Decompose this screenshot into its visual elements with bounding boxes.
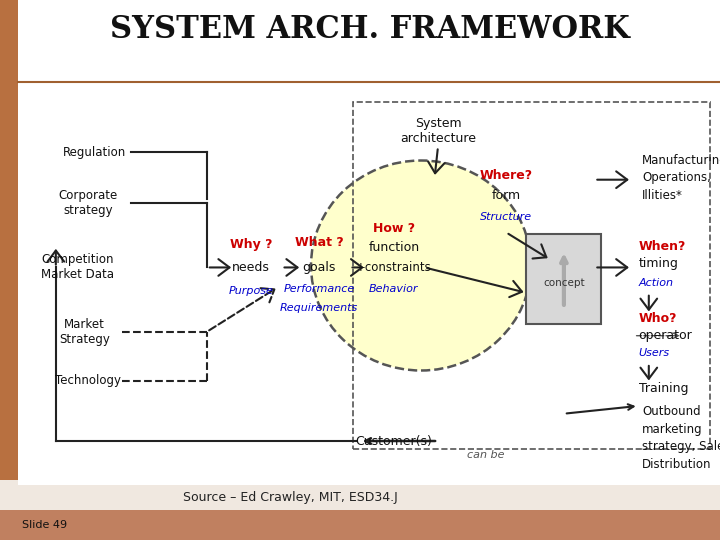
Text: Slide 49: Slide 49 bbox=[22, 520, 67, 530]
Text: +constraints: +constraints bbox=[356, 261, 432, 274]
Text: Behavior: Behavior bbox=[369, 284, 418, 294]
Text: timing: timing bbox=[639, 257, 678, 270]
Text: Performance: Performance bbox=[284, 284, 355, 294]
Text: goals: goals bbox=[302, 261, 336, 274]
Text: Distribution: Distribution bbox=[642, 458, 711, 471]
Bar bbox=[0, 0, 18, 540]
Text: How ?: How ? bbox=[373, 222, 415, 235]
Text: marketing: marketing bbox=[642, 423, 703, 436]
Text: Structure: Structure bbox=[480, 212, 532, 222]
Text: Outbound: Outbound bbox=[642, 405, 701, 418]
Bar bbox=[0, 510, 720, 540]
Text: Where?: Where? bbox=[480, 170, 533, 183]
Text: Illities*: Illities* bbox=[642, 189, 683, 202]
Text: architecture: architecture bbox=[400, 132, 476, 145]
Text: Why ?: Why ? bbox=[230, 238, 272, 251]
Text: Market
Strategy: Market Strategy bbox=[59, 318, 110, 346]
Bar bbox=[18, 65, 720, 485]
Text: operator: operator bbox=[639, 329, 693, 342]
Text: When?: When? bbox=[639, 240, 686, 253]
Text: Operations,: Operations, bbox=[642, 171, 711, 184]
Bar bbox=[18, 0, 720, 85]
Text: needs: needs bbox=[232, 261, 270, 274]
Text: Users: Users bbox=[639, 348, 670, 358]
Text: form: form bbox=[492, 189, 521, 202]
Text: System: System bbox=[415, 117, 462, 130]
Text: strategy, Sales,: strategy, Sales, bbox=[642, 440, 720, 454]
Text: Technology: Technology bbox=[55, 374, 121, 387]
Ellipse shape bbox=[311, 160, 531, 370]
Text: function: function bbox=[368, 241, 419, 254]
Text: Training: Training bbox=[639, 382, 688, 395]
Wedge shape bbox=[0, 480, 18, 540]
Text: SYSTEM ARCH. FRAMEWORK: SYSTEM ARCH. FRAMEWORK bbox=[110, 15, 630, 45]
Text: What ?: What ? bbox=[294, 235, 343, 248]
Text: concept: concept bbox=[543, 279, 585, 288]
Bar bbox=[526, 234, 601, 324]
Text: can be: can be bbox=[467, 450, 504, 460]
Text: Who?: Who? bbox=[639, 312, 677, 325]
Text: Requirements: Requirements bbox=[280, 303, 358, 313]
Text: Competition
Market Data: Competition Market Data bbox=[41, 253, 114, 281]
Bar bbox=[353, 102, 710, 449]
Text: Manufacturing,: Manufacturing, bbox=[642, 154, 720, 167]
Text: Purpose: Purpose bbox=[228, 286, 274, 296]
Text: Customer(s): Customer(s) bbox=[356, 435, 432, 448]
Text: Regulation: Regulation bbox=[63, 146, 126, 159]
Text: Action: Action bbox=[639, 278, 674, 288]
Text: Source – Ed Crawley, MIT, ESD34.J: Source – Ed Crawley, MIT, ESD34.J bbox=[183, 490, 397, 503]
Text: Corporate
strategy: Corporate strategy bbox=[58, 189, 117, 217]
